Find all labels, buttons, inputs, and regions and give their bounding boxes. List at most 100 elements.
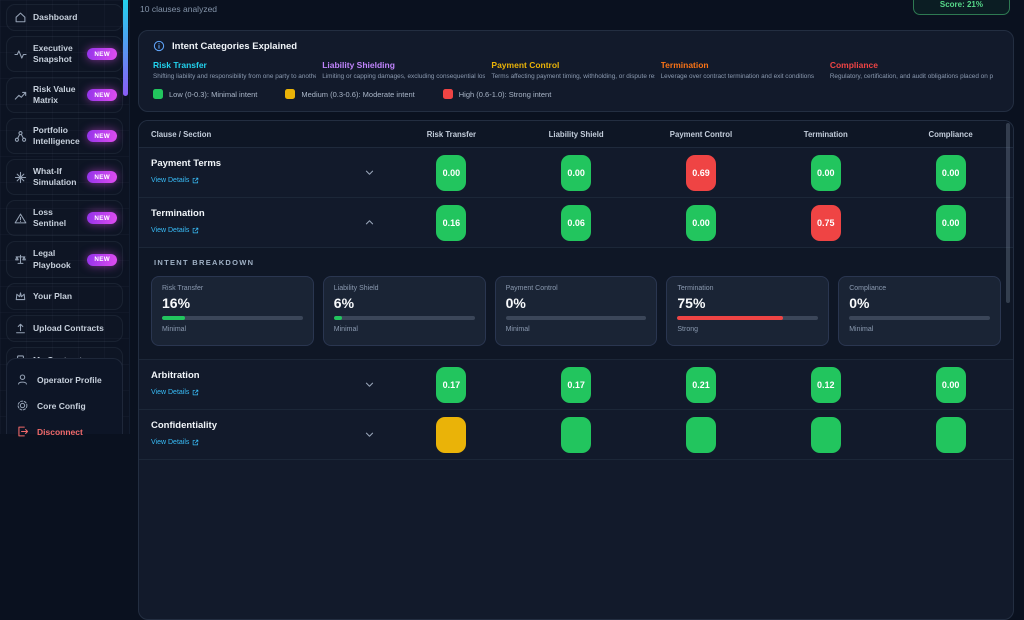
score-badge-cell: 0.00 — [935, 154, 966, 191]
new-badge: NEW — [87, 89, 117, 102]
category-liability-shielding: Liability Shielding Limiting or capping … — [322, 60, 491, 80]
table-row-arbitration[interactable]: Arbitration View Details 0.17 0.17 0.21 … — [139, 360, 1013, 410]
category-compliance: Compliance Regulatory, certification, an… — [830, 60, 999, 80]
breakdown-level: Minimal — [333, 326, 358, 333]
crown-icon — [15, 291, 26, 300]
sidebar-scroll-indicator[interactable] — [123, 0, 128, 96]
sidebar-item-label: Risk Value Matrix — [33, 84, 76, 106]
clause-cell: Arbitration View Details — [139, 370, 349, 399]
column-header-payment-control: Payment Control — [669, 129, 733, 139]
clauses-analyzed-subtitle: 10 clauses analyzed — [140, 4, 218, 14]
breakdown-card-risk-transfer: Risk Transfer 16% Minimal — [151, 276, 314, 346]
breakdown-level: Strong — [677, 326, 699, 333]
score-badge-cell — [810, 416, 841, 453]
sidebar-footer: Operator Profile Core Config Disconnect — [6, 358, 123, 437]
main-content: 10 clauses analyzed Score: 21% Intent Ca… — [138, 0, 1014, 620]
sidebar-item-label: Legal Playbook — [33, 248, 71, 270]
score-badge-cell: 0.00 — [810, 154, 841, 191]
progress-fill — [677, 316, 783, 320]
score-badge-cell — [436, 416, 467, 453]
score-badge-cell: 0.00 — [436, 154, 467, 191]
score-badge: Score: 21% — [912, 0, 1010, 15]
category-risk-transfer: Risk Transfer Shifting liability and res… — [153, 60, 322, 80]
legend-label: Medium (0.3-0.6): Moderate intent — [301, 89, 415, 99]
chevron-down-icon[interactable] — [349, 379, 389, 390]
intent-categories-card: Intent Categories Explained Risk Transfe… — [138, 30, 1014, 112]
sidebar-item-disconnect[interactable]: Disconnect — [16, 425, 113, 438]
view-details-link[interactable]: View Details — [151, 439, 199, 446]
trend-up-icon — [14, 91, 27, 100]
breakdown-card-compliance: Compliance 0% Minimal — [838, 276, 1001, 346]
breakdown-level: Minimal — [849, 326, 874, 333]
category-name: Payment Control — [491, 60, 560, 70]
intent-breakdown-title: INTENT BREAKDOWN — [154, 258, 255, 267]
sparkle-icon — [14, 171, 27, 183]
sidebar-item-legal-playbook[interactable]: Legal Playbook NEW — [6, 241, 123, 278]
score-legend: Low (0-0.3): Minimal intent Medium (0.3-… — [153, 89, 999, 99]
clause-cell: Termination View Details — [139, 208, 349, 237]
breakdown-percent: 75% — [677, 295, 706, 311]
chevron-down-icon[interactable] — [349, 167, 389, 178]
progress-track — [333, 316, 475, 320]
progress-track — [677, 316, 819, 320]
sidebar-item-portfolio-intelligence[interactable]: Portfolio Intelligence NEW — [6, 118, 123, 155]
score-badge-cell: 0.06 — [561, 204, 592, 241]
sidebar-item-your-plan[interactable]: Your Plan — [6, 282, 123, 310]
sidebar-item-loss-sentinel[interactable]: Loss Sentinel NEW — [6, 200, 123, 237]
score-badge-cell: 0.69 — [685, 154, 716, 191]
score-badge-cell: 0.17 — [561, 366, 592, 403]
intent-breakdown-cards: Risk Transfer 16% Minimal Liability Shie… — [151, 276, 1001, 346]
activity-icon — [14, 49, 27, 59]
sidebar-item-core-config[interactable]: Core Config — [16, 399, 113, 412]
table-row-termination[interactable]: Termination View Details 0.16 0.06 0.00 … — [139, 198, 1013, 248]
new-badge: NEW — [87, 48, 117, 61]
chevron-down-icon[interactable] — [349, 429, 389, 440]
score-badge-cell: 0.17 — [436, 366, 467, 403]
external-link-icon — [193, 389, 199, 396]
sidebar-item-upload-contracts[interactable]: Upload Contracts — [6, 314, 123, 342]
sidebar-item-what-if-simulation[interactable]: What-If Simulation NEW — [6, 159, 123, 196]
breakdown-percent: 0% — [849, 295, 870, 311]
user-icon — [18, 374, 27, 385]
category-description: Regulatory, certification, and audit obl… — [829, 73, 994, 80]
breakdown-percent: 16% — [162, 295, 191, 311]
sidebar-item-label: Your Plan — [33, 290, 73, 301]
clause-name: Payment Terms — [151, 158, 222, 169]
view-details-link[interactable]: View Details — [151, 227, 199, 234]
progress-fill — [333, 316, 343, 320]
info-icon — [153, 40, 165, 52]
table-row-payment-terms[interactable]: Payment Terms View Details 0.00 0.00 0.6… — [139, 148, 1013, 198]
breakdown-card-termination: Termination 75% Strong — [666, 276, 830, 346]
chevron-up-icon[interactable] — [349, 217, 389, 228]
new-badge: NEW — [87, 171, 117, 184]
table-scrollbar[interactable] — [1006, 123, 1010, 303]
progress-track — [162, 316, 303, 320]
column-header-clause: Clause / Section — [151, 129, 212, 139]
sidebar-item-operator-profile[interactable]: Operator Profile — [16, 373, 113, 386]
sidebar-nav: Dashboard Executive Snapshot NEW Risk Va… — [6, 4, 123, 374]
score-badge-cell: 0.00 — [935, 366, 966, 403]
category-description: Leverage over contract termination and e… — [660, 73, 815, 80]
category-payment-control: Payment Control Terms affecting payment … — [491, 60, 660, 80]
external-link-icon — [193, 177, 199, 184]
new-badge: NEW — [87, 253, 117, 266]
view-details-link[interactable]: View Details — [151, 389, 199, 396]
legend-swatch-medium — [285, 89, 296, 99]
sidebar-item-executive-snapshot[interactable]: Executive Snapshot NEW — [6, 36, 123, 73]
category-list: Risk Transfer Shifting liability and res… — [153, 60, 999, 80]
clause-cell: Confidentiality View Details — [139, 420, 349, 449]
gear-icon — [17, 400, 28, 411]
table-row-confidentiality[interactable]: Confidentiality View Details — [139, 410, 1013, 460]
external-link-icon — [193, 227, 199, 234]
view-details-link[interactable]: View Details — [151, 177, 199, 184]
sidebar-item-dashboard[interactable]: Dashboard — [6, 4, 123, 31]
network-icon — [14, 130, 27, 142]
legend-label: High (0.6-1.0): Strong intent — [458, 89, 552, 99]
score-badge-cell: 0.00 — [561, 154, 592, 191]
sidebar-item-label: Loss Sentinel — [33, 207, 67, 229]
sidebar-item-label: What-If Simulation — [33, 166, 77, 188]
sidebar-item-label: Portfolio Intelligence — [33, 125, 80, 147]
category-name: Risk Transfer — [153, 60, 207, 70]
sidebar-item-risk-value-matrix[interactable]: Risk Value Matrix NEW — [6, 77, 123, 114]
breakdown-card-liability-shield: Liability Shield 6% Minimal — [322, 276, 486, 346]
